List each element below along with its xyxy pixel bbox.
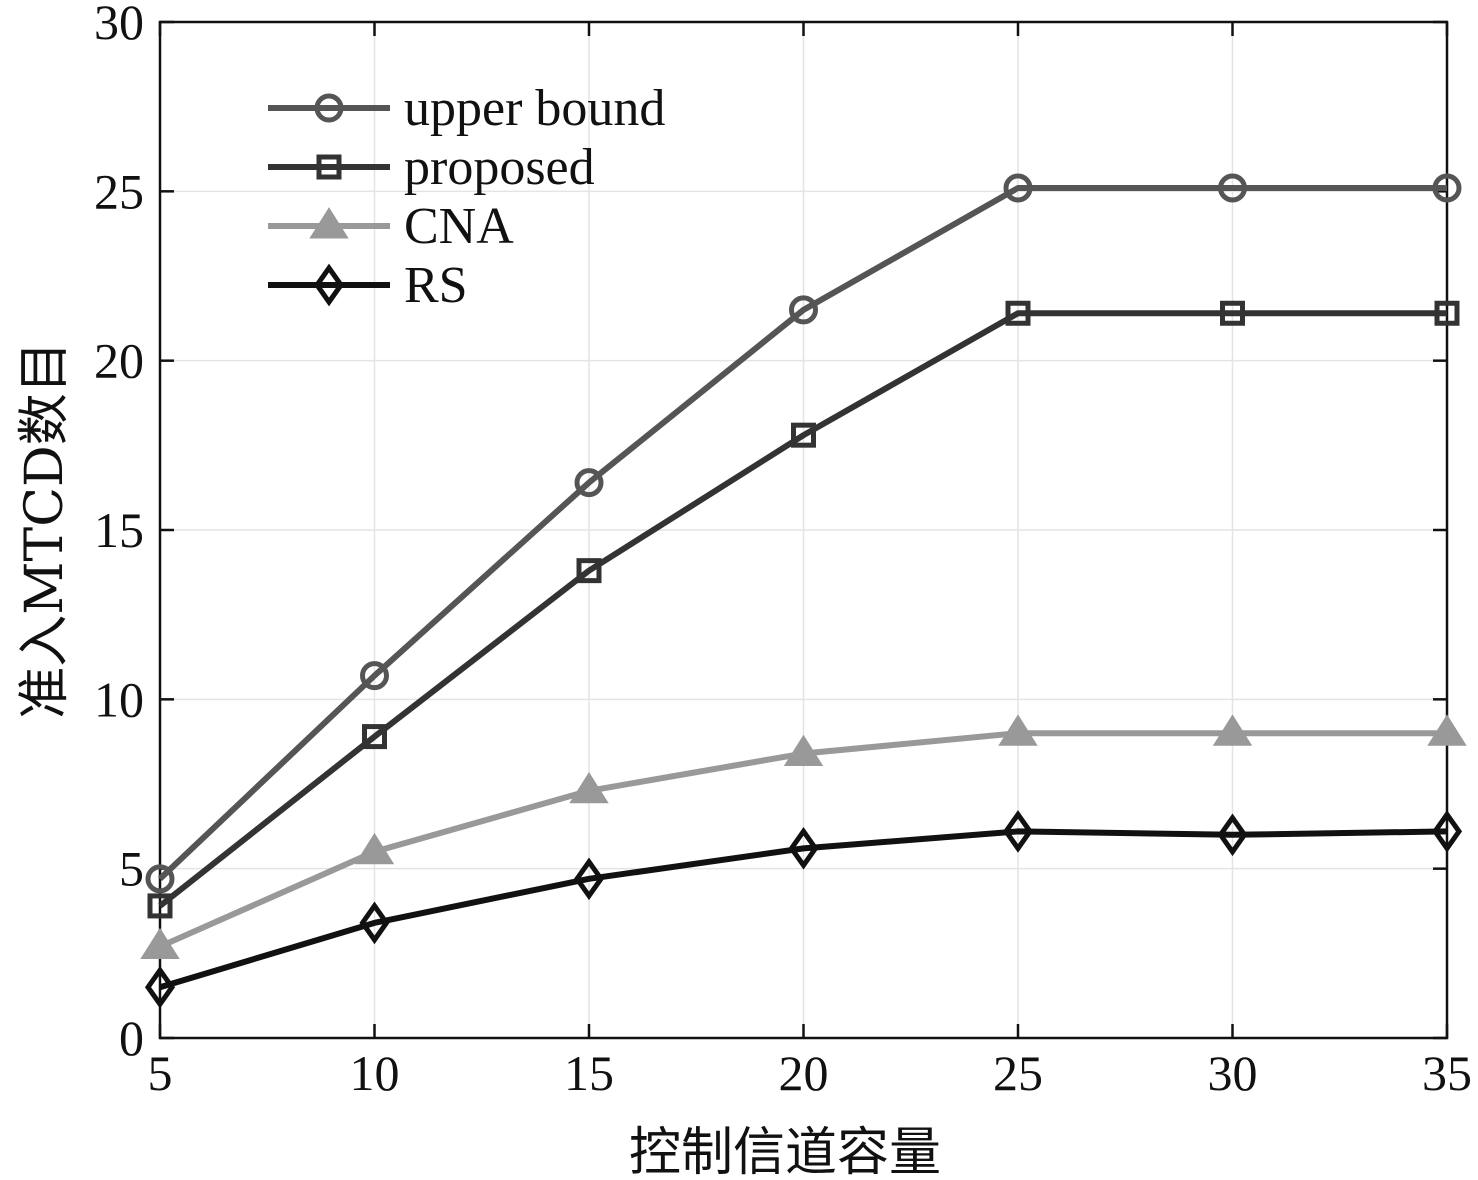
data-point: [362, 724, 387, 750]
legend-entry: CNA: [268, 198, 514, 255]
x-tick-label: 30: [1208, 1045, 1258, 1101]
legend-entry: upper bound: [268, 80, 665, 137]
legend-entry: RS: [268, 257, 468, 314]
series-proposed: [147, 300, 1460, 919]
data-point: [1427, 714, 1467, 746]
data-point: [1220, 300, 1245, 326]
data-point: [1431, 810, 1463, 853]
y-tick-label: 10: [94, 671, 144, 727]
y-tick-label: 5: [119, 841, 144, 897]
series-line: [159, 828, 1448, 991]
data-point: [788, 827, 819, 870]
x-tick-label: 35: [1422, 1045, 1472, 1101]
x-axis-title: 控制信道容量: [629, 1123, 941, 1180]
data-point: [998, 714, 1038, 746]
legend-label: proposed: [404, 139, 595, 196]
y-axis-title: 准入MTCD数目: [15, 341, 75, 718]
data-point: [1434, 300, 1460, 326]
x-tick-label: 25: [993, 1045, 1043, 1101]
data-point: [360, 661, 389, 691]
legend-label: RS: [404, 257, 468, 314]
data-point: [1002, 810, 1034, 853]
series-rs: [144, 810, 1463, 1009]
data-point: [354, 832, 395, 865]
data-point: [314, 93, 344, 123]
data-point: [1003, 173, 1033, 203]
legend-entry: proposed: [268, 139, 595, 196]
x-tick-label: 20: [779, 1045, 829, 1101]
data-point: [309, 207, 349, 239]
data-point: [569, 771, 609, 804]
data-point: [316, 154, 342, 180]
y-tick-label: 30: [94, 0, 144, 50]
x-tick-label: 5: [148, 1045, 173, 1101]
series-line: [158, 310, 1447, 909]
data-point: [313, 263, 345, 307]
data-point: [1005, 300, 1031, 326]
grid-lines: [160, 22, 1447, 1038]
data-point: [1217, 813, 1248, 857]
data-point: [147, 893, 173, 919]
data-point: [1212, 714, 1253, 746]
legend-label: CNA: [404, 198, 514, 255]
legend-label: upper bound: [404, 80, 665, 137]
series-group: [140, 173, 1467, 1009]
data-point: [1218, 173, 1247, 203]
y-tick-label: 15: [94, 502, 144, 558]
series-cna: [140, 714, 1467, 960]
x-tick-label: 10: [350, 1045, 400, 1101]
y-tick-label: 20: [94, 333, 144, 389]
data-point: [791, 422, 816, 448]
data-point: [789, 295, 818, 325]
data-point: [576, 558, 602, 584]
data-point: [140, 927, 180, 960]
data-point: [574, 468, 604, 498]
data-point: [573, 857, 605, 901]
data-point: [359, 901, 390, 945]
x-tick-label: 15: [564, 1045, 614, 1101]
y-tick-label: 25: [94, 163, 144, 219]
data-point: [783, 734, 824, 767]
data-point: [1432, 173, 1462, 203]
data-point: [144, 965, 176, 1009]
data-point: [145, 864, 175, 894]
series-upper-bound: [145, 173, 1462, 894]
y-tick-label: 0: [119, 1010, 144, 1066]
series-line: [157, 184, 1447, 882]
